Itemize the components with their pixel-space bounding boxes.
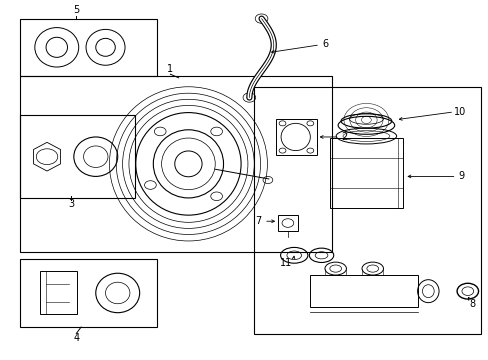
Text: 8: 8 <box>468 299 475 309</box>
Text: 9: 9 <box>457 171 464 181</box>
Text: 6: 6 <box>321 39 327 49</box>
Text: 3: 3 <box>68 199 74 210</box>
Text: 1: 1 <box>167 64 173 74</box>
Text: 11: 11 <box>279 258 291 268</box>
Text: 7: 7 <box>255 216 261 226</box>
Text: 5: 5 <box>73 5 79 15</box>
Text: 2: 2 <box>341 132 347 142</box>
Text: 10: 10 <box>453 107 465 117</box>
Text: 4: 4 <box>73 333 79 343</box>
